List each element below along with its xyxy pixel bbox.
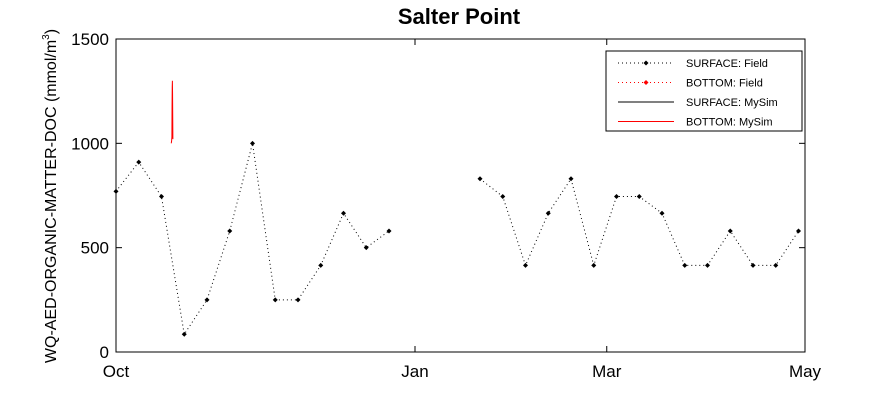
legend-swatch-marker [643, 60, 649, 66]
legend-label: BOTTOM: Field [686, 78, 763, 90]
data-point [750, 262, 756, 268]
data-point [250, 140, 255, 146]
data-point [204, 297, 210, 303]
data-point [636, 194, 642, 200]
data-point [113, 188, 119, 194]
data-point [386, 228, 392, 234]
legend-label: SURFACE: Field [686, 58, 768, 70]
y-axis-label-end: ) [43, 29, 60, 34]
data-point [295, 297, 301, 303]
data-point [773, 262, 779, 268]
x-tick-label: Mar [592, 362, 622, 381]
data-point [705, 262, 710, 268]
x-tick-label: May [789, 362, 822, 381]
x-tick-label: Oct [103, 362, 130, 381]
y-tick-label: 1000 [71, 134, 109, 153]
data-point [318, 262, 324, 268]
x-tick-label: Jan [401, 362, 428, 381]
data-point [272, 297, 278, 303]
y-tick-label: 1500 [71, 30, 109, 49]
chart-title: Salter Point [398, 4, 521, 29]
data-point [659, 210, 665, 216]
data-point [227, 228, 233, 234]
data-point [159, 194, 164, 200]
y-tick-label: 500 [81, 239, 109, 258]
series-0 [113, 140, 801, 337]
y-axis-label: WQ-AED-ORGANIC-MATTER-DOC (mmol/m3) [41, 29, 60, 363]
data-point [477, 176, 483, 182]
data-point [682, 262, 688, 268]
series-layer [113, 80, 801, 337]
legend-label: SURFACE: MySim [686, 97, 778, 109]
y-axis-label-main: WQ-AED-ORGANIC-MATTER-DOC (mmol/m [43, 40, 60, 363]
legend-box [605, 50, 803, 132]
series-3 [170, 80, 174, 144]
data-point [523, 262, 528, 268]
data-point [363, 245, 369, 251]
data-point [500, 194, 506, 200]
data-point [727, 228, 733, 234]
y-axis-label-superscript: 3 [41, 34, 52, 40]
legend-swatch-marker [643, 80, 649, 85]
data-point [341, 210, 346, 216]
legend-label: BOTTOM: MySim [686, 117, 773, 129]
data-point [796, 228, 801, 234]
data-point [568, 176, 574, 182]
y-tick-label: 0 [100, 343, 109, 362]
series-line [170, 80, 174, 144]
legend: SURFACE: Field BOTTOM: Field SURFACE: MySi… [605, 50, 803, 132]
axis-ticks: 0 500 1000 1500 Oct Jan Mar May [71, 30, 821, 381]
svg-text:WQ-AED-ORGANIC-MATTER-DOC (mmo: WQ-AED-ORGANIC-MATTER-DOC (mmol/m3) [41, 29, 60, 363]
data-point [136, 159, 142, 165]
data-point [614, 194, 619, 200]
data-point [181, 331, 187, 337]
data-point [545, 210, 551, 216]
data-point [591, 262, 597, 268]
